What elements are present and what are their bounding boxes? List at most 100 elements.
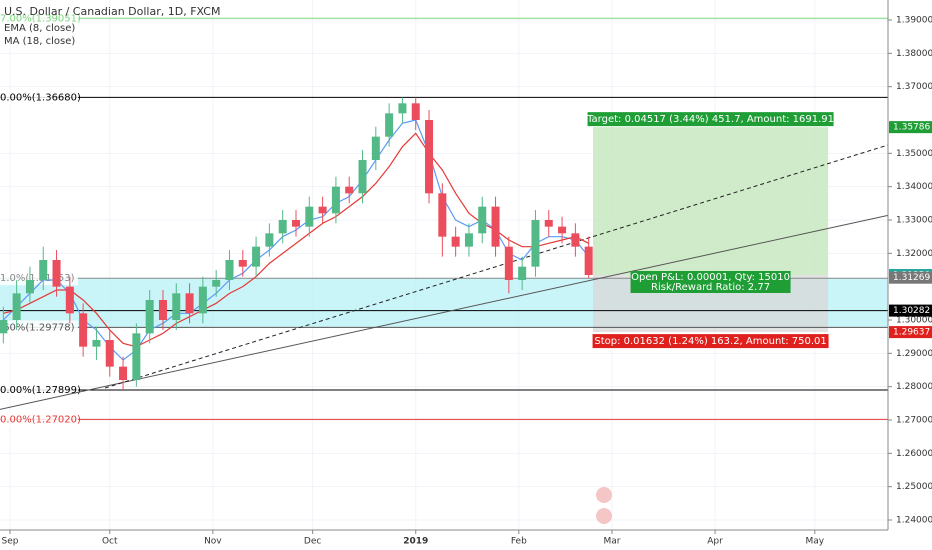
position-label: Stop: 0.01632 (1.24%) 163.2, Amount: 750…	[594, 336, 826, 347]
candle-body	[331, 186, 340, 214]
level-label: 7.00%(1.39051)	[0, 13, 81, 24]
position-label-bg	[630, 271, 791, 293]
candle-body	[425, 120, 434, 194]
position-label-bg	[592, 334, 829, 349]
position-label: Target: 0.04517 (3.44%) 451.7, Amount: 1…	[586, 114, 834, 125]
candle-body	[198, 286, 207, 314]
candle-body	[158, 300, 167, 320]
price-tag-label: 1.31269	[893, 273, 930, 283]
price-tag	[889, 326, 932, 339]
candle-body	[478, 206, 487, 234]
candle-body	[12, 293, 21, 320]
bottom-icon	[596, 487, 612, 524]
y-tick-label: 1.32000	[896, 249, 932, 259]
indicator-line	[3, 132, 589, 348]
y-tick-label: 1.38000	[896, 49, 932, 59]
candle-body	[491, 206, 500, 247]
candle-body	[92, 340, 101, 347]
candle-body	[318, 206, 327, 214]
y-tick-label: 1.27000	[896, 416, 932, 426]
candle-body	[265, 233, 274, 247]
candle-body	[145, 300, 154, 334]
level-label: 1.0%(1.31253)	[0, 273, 75, 284]
candle-body	[305, 206, 314, 227]
candle-body	[531, 220, 540, 267]
candle-body	[65, 286, 74, 314]
level-label-bg	[0, 90, 78, 105]
y-tick-label: 1.29000	[896, 349, 932, 359]
candle-body	[438, 193, 447, 237]
y-tick-label: 1.24000	[896, 516, 932, 526]
candle-body	[238, 260, 247, 267]
candle-body	[25, 280, 34, 294]
candle-body	[464, 233, 473, 247]
legend-label: EMA (8, close)	[4, 23, 75, 34]
candle-body	[345, 186, 354, 194]
level-label: 0.00%(1.27899)	[0, 385, 81, 396]
candle-body	[119, 366, 128, 380]
y-tick-label: 1.37000	[896, 82, 932, 92]
candle-body	[411, 103, 420, 120]
candle-body	[52, 260, 61, 287]
candle-body	[172, 293, 181, 320]
y-tick-label: 1.28000	[896, 382, 932, 392]
level-label: 0.00%(1.27020)	[0, 414, 81, 425]
x-tick-label: Feb	[511, 537, 527, 547]
level-label-bg	[0, 383, 78, 398]
position-label-bg	[587, 112, 834, 127]
x-tick-label: Nov	[204, 537, 222, 547]
y-tick-label: 1.39000	[896, 16, 932, 26]
candle-body	[544, 220, 553, 227]
candle-body	[371, 136, 380, 160]
trendline	[0, 214, 889, 410]
level-label-bg	[0, 320, 78, 335]
price-tag	[889, 304, 932, 317]
candle-body	[278, 220, 287, 234]
candle-body	[225, 260, 234, 280]
y-tick-label: 1.30000	[896, 316, 932, 326]
candle-body	[105, 340, 114, 367]
x-tick-label: Mar	[603, 537, 620, 547]
candle-body	[212, 280, 221, 287]
candle-body	[79, 313, 88, 347]
chart-title: U.S. Dollar / Canadian Dollar, 1D, FXCM	[4, 5, 220, 18]
level-label: .60%(1.29778)	[0, 322, 75, 333]
legend-label: MA (18, close)	[4, 36, 75, 47]
level-label-bg	[0, 412, 78, 427]
candle-body	[0, 320, 8, 334]
target-area	[592, 127, 829, 275]
candle-body	[252, 246, 261, 267]
x-tick-label: 2019	[403, 537, 428, 547]
candle-body	[584, 246, 593, 275]
x-tick-label: Apr	[707, 537, 723, 547]
plot: 7.00%(1.39051) 0.00%(1.36680) 1.0%(1.31253…	[0, 0, 889, 530]
candle-body	[385, 113, 394, 137]
candle-body	[398, 103, 407, 114]
candle-body	[358, 160, 367, 194]
candle-body	[292, 220, 300, 227]
y-tick-label: 1.33000	[896, 216, 932, 226]
level-label-bg	[0, 11, 78, 26]
price-tag-label: 1.35786	[893, 123, 930, 133]
position-label: Open P&L: 0.00001, Qty: 15010	[631, 272, 790, 283]
candle-body	[571, 233, 580, 247]
level-label: 0.00%(1.36680)	[0, 92, 81, 103]
trendline	[104, 144, 889, 389]
x-tick-label: Sep	[1, 537, 18, 547]
x-tick-label: Dec	[304, 537, 321, 547]
candle-body	[39, 260, 48, 280]
candle-body	[132, 333, 141, 380]
price-tag-label: 1.30282	[893, 306, 930, 316]
y-tick-label: 1.26000	[896, 449, 932, 459]
candle-body	[185, 293, 194, 314]
x-tick-label: Oct	[102, 537, 118, 547]
y-tick-label: 1.25000	[896, 482, 932, 492]
candle-body	[518, 266, 527, 280]
candle-body	[558, 226, 567, 234]
position-label: Risk/Reward Ratio: 2.77	[651, 282, 770, 293]
price-tag	[889, 271, 932, 284]
price-tag-label: 1.29637	[893, 328, 930, 338]
candle-body	[504, 246, 513, 280]
